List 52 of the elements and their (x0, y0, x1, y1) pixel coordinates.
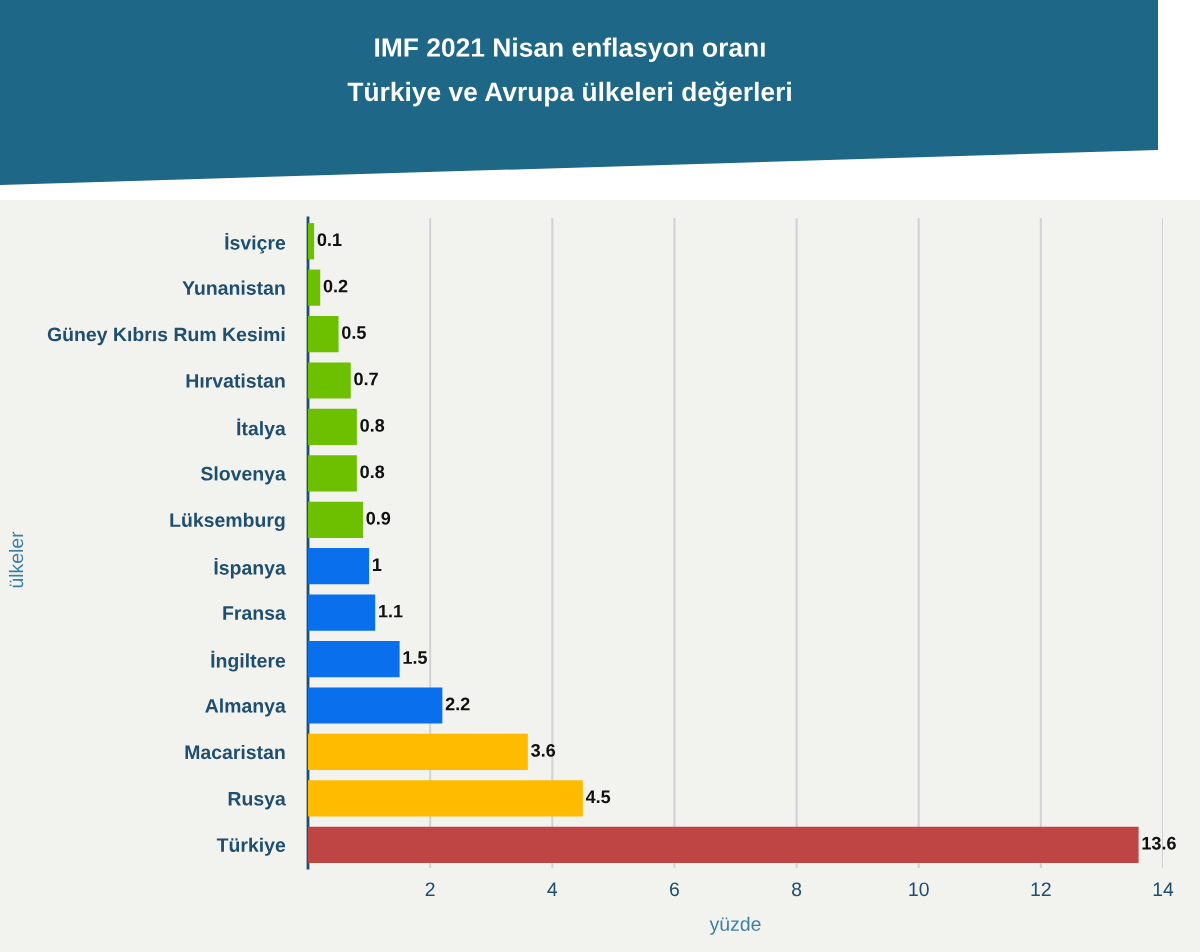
bar (308, 408, 357, 446)
y-tick-label: Lüksemburg (170, 512, 285, 531)
bar (308, 501, 363, 538)
x-tick-label: 2 (425, 882, 435, 896)
x-tick-label: 12 (1031, 882, 1051, 896)
y-tick-label: Yunanistan (182, 280, 285, 295)
data-label: 0.2 (323, 279, 348, 293)
y-tick-label: Hırvatistan (186, 373, 285, 388)
data-label: 3.6 (531, 743, 556, 757)
data-label: 1.1 (379, 604, 403, 618)
data-label: 1.5 (403, 651, 427, 664)
y-tick-label: Slovenya (200, 466, 286, 485)
bar (308, 362, 351, 399)
y-tick-label: Rusya (228, 792, 286, 810)
y-tick-label: İsviçre (225, 232, 286, 254)
y-tick-label: İtalya (237, 418, 286, 440)
bar (308, 780, 583, 817)
data-label: 4.5 (585, 790, 611, 804)
x-tick-label: 4 (547, 882, 558, 896)
bar (308, 269, 321, 306)
chart-title: IMF 2021 Nisan enflasyon oranı Türkiye ve Avrupa ülkeleri değerleri (347, 37, 791, 107)
bar (308, 687, 443, 724)
y-tick-label: Güney Kıbrıs Rum Kesimi (47, 327, 285, 346)
y-tick-label: Türkiye (216, 837, 286, 856)
data-label: 1 (372, 558, 382, 571)
data-label: 0.1 (317, 233, 342, 247)
bar (308, 223, 315, 260)
data-label: 0.9 (366, 511, 391, 525)
y-tick-label: İspanya (214, 557, 286, 579)
data-label: 0.5 (342, 326, 366, 339)
data-label: 0.8 (360, 418, 385, 432)
data-label: 0.7 (354, 372, 378, 386)
y-tick-label: Macaristan (185, 744, 285, 760)
bar (308, 455, 357, 492)
x-tick-label: 8 (792, 882, 802, 897)
y-tick-label: Fransa (223, 606, 286, 620)
bar (308, 548, 370, 585)
y-axis-title: ülkeler (8, 531, 24, 588)
data-label: 2.2 (445, 697, 470, 711)
bar (308, 826, 1139, 863)
bar (308, 733, 528, 771)
data-label: 0.8 (360, 465, 385, 479)
x-tick-label: 10 (909, 882, 929, 897)
data-label: 13.6 (1142, 836, 1176, 850)
bar (308, 594, 376, 631)
x-axis-title: yüzde (709, 916, 761, 935)
x-tick-label: 6 (670, 882, 679, 897)
y-tick-label: İngiltere (211, 650, 286, 672)
y-tick-label: Almanya (205, 698, 286, 717)
bar (308, 315, 339, 353)
bar (308, 640, 400, 678)
x-tick-label: 14 (1153, 882, 1174, 896)
